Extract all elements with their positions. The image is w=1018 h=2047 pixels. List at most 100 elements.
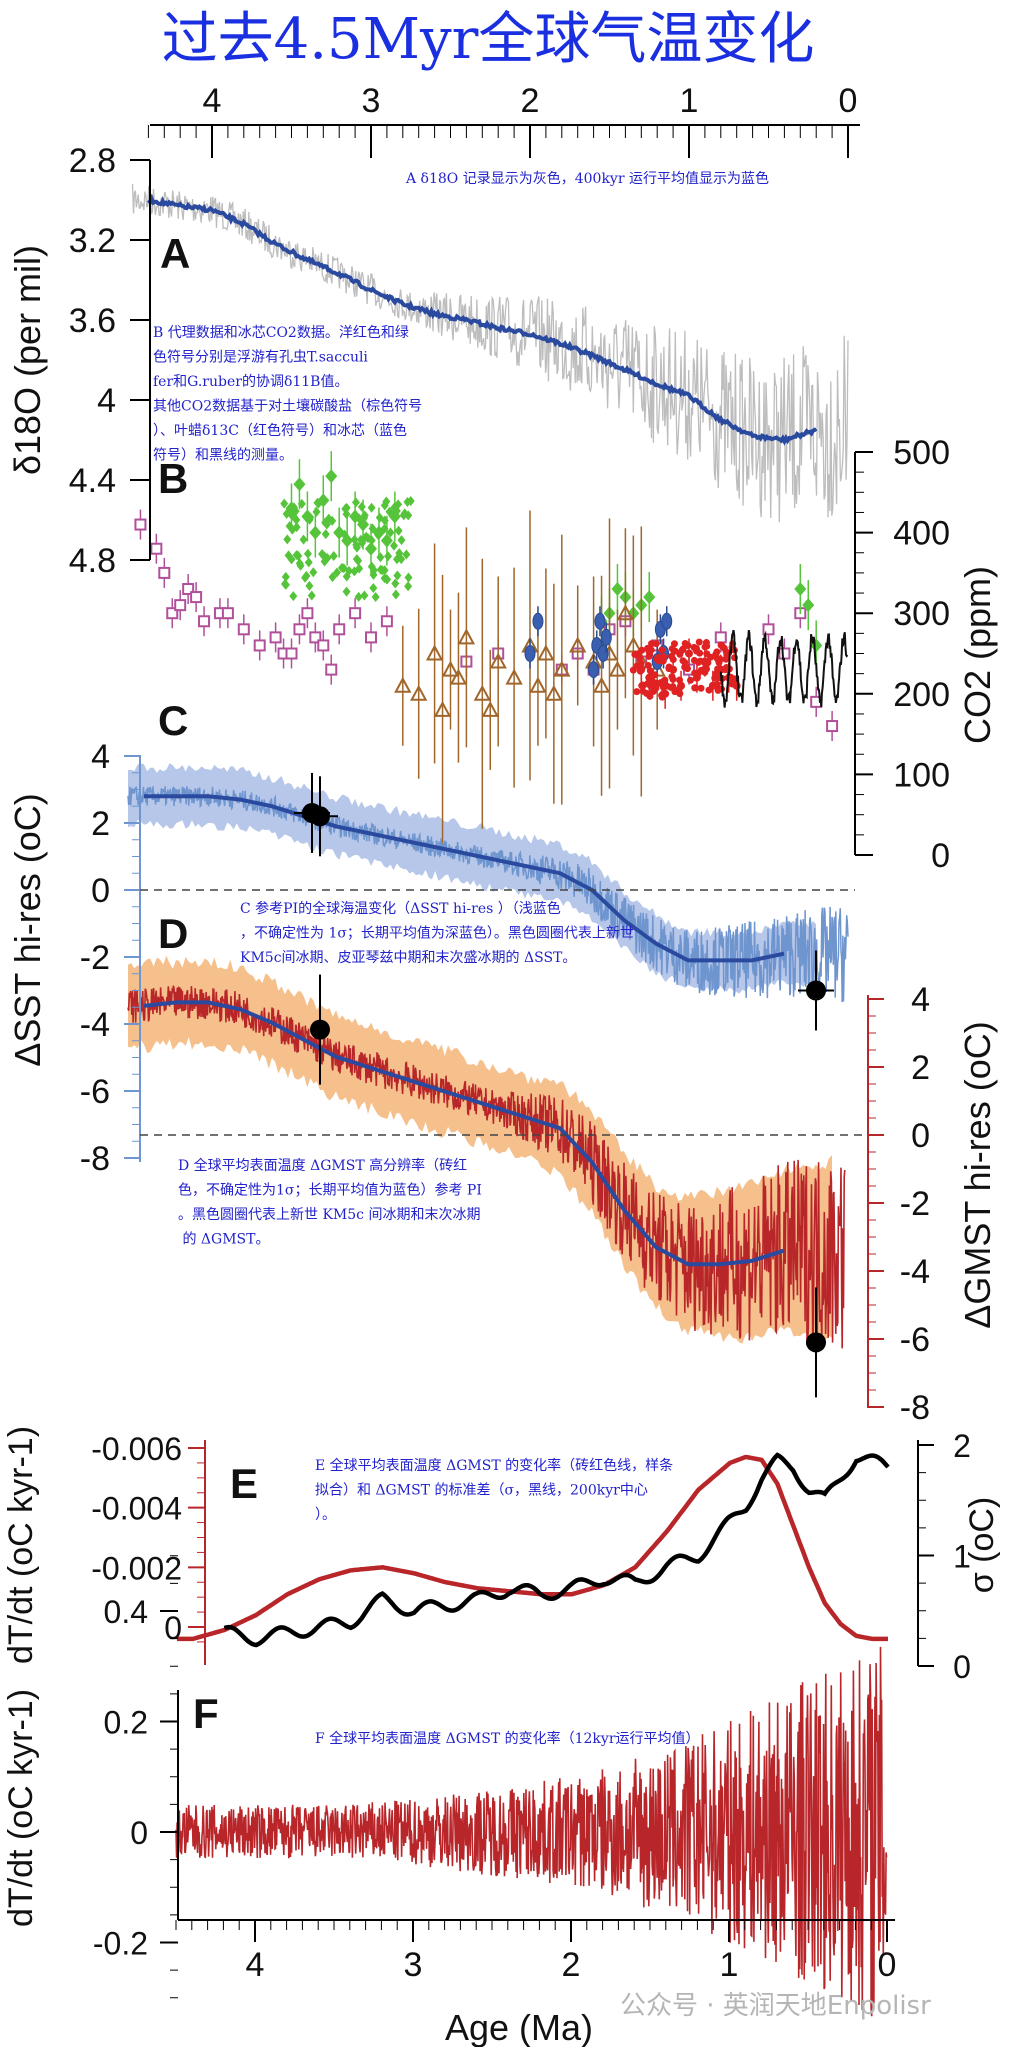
- series-b-gruber-cloud: [390, 540, 399, 551]
- note-d-line: 。黑色圆圈代表上新世 KM5c 间冰期和末次冰期: [178, 1206, 480, 1223]
- series-b-gruber-cloud: [367, 535, 376, 546]
- series-b-ice-core-point: [524, 645, 536, 662]
- series-b-leaf-wax-cloud: [693, 644, 701, 652]
- series-b-gruber-cloud: [354, 591, 363, 602]
- panel-letter-a: A: [160, 230, 190, 277]
- series-b-gruber-cloud: [299, 534, 308, 545]
- series-b-gruber-cloud: [321, 517, 330, 528]
- series-b-soil-carbonate-point: [529, 676, 547, 693]
- series-b-leaf-wax-cloud: [722, 655, 730, 663]
- series-b-gruber-cloud: [312, 506, 321, 517]
- series-b-gruber-cloud: [283, 534, 292, 545]
- series-b-gruber-cloud: [303, 548, 312, 559]
- series-b-tsacculifer-point: [174, 599, 187, 612]
- note-b-line: fer和G.ruber的协调δ11B值。: [153, 374, 348, 390]
- series-b-leaf-wax-cloud: [714, 665, 722, 673]
- axis-a-tick-label: 4.4: [69, 462, 116, 500]
- note-a: A δ18O 记录显示为灰色，400kyr 运行平均值显示为蓝色: [405, 170, 769, 187]
- series-b-tsacculifer-point: [762, 623, 775, 636]
- figure-title: 过去4.5Myr全球气温变化: [162, 7, 815, 72]
- axis-c-tick-label: -4: [80, 1006, 110, 1044]
- note-c: C 参考PI的全球海温变化（ΔSST hi-res ）（浅蓝色 ，不确定性为 1σ…: [240, 900, 638, 966]
- top-axis-tick-label: 0: [839, 82, 858, 120]
- note-d-line: 的 ΔGMST。: [178, 1232, 269, 1248]
- series-b-tsacculifer-point: [158, 566, 171, 579]
- axis-f-label: dT/dt (oC kyr-1): [2, 1689, 40, 1927]
- series-b-leaf-wax-cloud: [638, 682, 646, 690]
- series-b-leaf-wax-cloud: [659, 657, 667, 665]
- series-b-leaf-wax-cloud: [711, 681, 719, 689]
- series-b-soil-carbonate-point: [592, 676, 611, 693]
- series-b-tsacculifer-point: [166, 607, 179, 620]
- series-b-leaf-wax-cloud: [703, 650, 711, 658]
- series-b-tsacculifer-point: [237, 623, 250, 636]
- series-b-gruber-cloud: [281, 571, 290, 582]
- series-b-gruber-cloud: [397, 535, 406, 546]
- series-f-dtdt-12kyr: [175, 1646, 888, 2017]
- axis-e-tick-label: 0: [164, 1610, 182, 1646]
- series-b-gruber-cloud: [328, 572, 337, 583]
- series-b-leaf-wax-cloud: [691, 684, 699, 692]
- series-b-leaf-wax-cloud: [652, 640, 660, 648]
- note-c-line: C 参考PI的全球海温变化（ΔSST hi-res ）（浅蓝色: [240, 900, 561, 917]
- note-e-line: E 全球平均表面温度 ΔGMST 的变化率（砖红色线，样条: [315, 1457, 673, 1474]
- series-b-leaf-wax-cloud: [631, 650, 639, 658]
- series-b-gruber-cloud: [391, 578, 400, 589]
- axis-a-tick-label: 3.2: [69, 222, 116, 260]
- series-b-leaf-wax-cloud: [638, 646, 646, 654]
- axis-f-tick-label: 0: [130, 1815, 148, 1851]
- series-b-leaf-wax-cloud: [714, 686, 722, 694]
- series-b-leaf-wax-cloud: [713, 648, 721, 656]
- series-b-gruber-cloud: [321, 529, 330, 540]
- panel-letter-b: B: [158, 455, 188, 502]
- series-b-tsacculifer-point: [150, 542, 163, 555]
- axis-b-tick-label: 200: [893, 676, 950, 714]
- series-b-gruber-cloud: [371, 591, 380, 602]
- series-b-tsacculifer-point: [221, 607, 234, 620]
- bottom-axis-tick-label: 1: [720, 1946, 739, 1984]
- series-b-gruber-cloud: [313, 497, 322, 508]
- note-c-line: ，不确定性为 1σ；长期平均值为深蓝色）。黑色圆圈代表上新世: [240, 925, 638, 942]
- series-b-gruber-cloud: [280, 498, 289, 509]
- series-b-leaf-wax-cloud: [633, 688, 641, 696]
- series-b-gruber-cloud: [393, 570, 402, 581]
- axis-a-tick-label: 2.8: [69, 142, 116, 180]
- axis-d-tick-label: 2: [911, 1049, 930, 1087]
- axis-d-tick-label: -6: [900, 1321, 930, 1359]
- series-b-gruber-point: [365, 541, 377, 556]
- series-b-tsacculifer-point: [365, 631, 377, 644]
- series-b-tsacculifer-point: [826, 720, 839, 733]
- series-b-leaf-wax-cloud: [714, 655, 722, 663]
- series-b-leaf-wax-cloud: [676, 690, 684, 698]
- series-b-tsacculifer-point: [309, 631, 322, 644]
- note-b-line: 符号）和黑线的测量。: [153, 448, 293, 464]
- series-b-leaf-wax-cloud: [687, 676, 695, 684]
- axis-f-tick-label: 0.2: [104, 1705, 148, 1741]
- series-b-tsacculifer-point: [778, 647, 791, 660]
- axis-c-tick-label: 0: [91, 872, 110, 910]
- panel-letter-e: E: [230, 1460, 258, 1507]
- axis-f-tick-label: -0.2: [93, 1926, 148, 1962]
- series-b-gruber-cloud: [380, 523, 389, 534]
- series-b-soil-carbonate-point: [441, 660, 460, 677]
- note-b-line: ）、叶蜡δ13C（红色符号）和冰芯（蓝色: [153, 422, 407, 439]
- series-b-leaf-wax-cloud: [703, 642, 711, 650]
- series-b-ice-core-point: [600, 628, 612, 646]
- series-b-leaf-wax-cloud: [643, 689, 651, 697]
- series-b-gruber-cloud: [402, 549, 411, 560]
- series-c-long-term-mean: [144, 794, 785, 963]
- series-b-gruber-cloud: [394, 525, 403, 536]
- series-b-gruber-cloud: [304, 557, 313, 568]
- series-b-gruber-cloud: [360, 590, 369, 601]
- axis-a-tick-label: 4: [97, 382, 116, 420]
- series-b-ice-core-point: [594, 612, 606, 630]
- note-f-line: F 全球平均表面温度 ΔGMST 的变化率（12kyr运行平均值）: [315, 1730, 700, 1747]
- series-b-leaf-wax-cloud: [658, 646, 666, 654]
- series-b-leaf-wax-cloud: [629, 666, 637, 674]
- series-b-leaf-wax-cloud: [683, 665, 691, 673]
- note-b-line: 其他CO2数据基于对土壤碳酸盐（棕色符号: [153, 398, 422, 415]
- series-b-ice-core-line: [719, 629, 849, 708]
- axis-d-label: ΔGMST hi-res (oC): [957, 1021, 998, 1328]
- series-b-ice-core-point: [532, 612, 544, 630]
- series-a-running-mean: [146, 193, 818, 446]
